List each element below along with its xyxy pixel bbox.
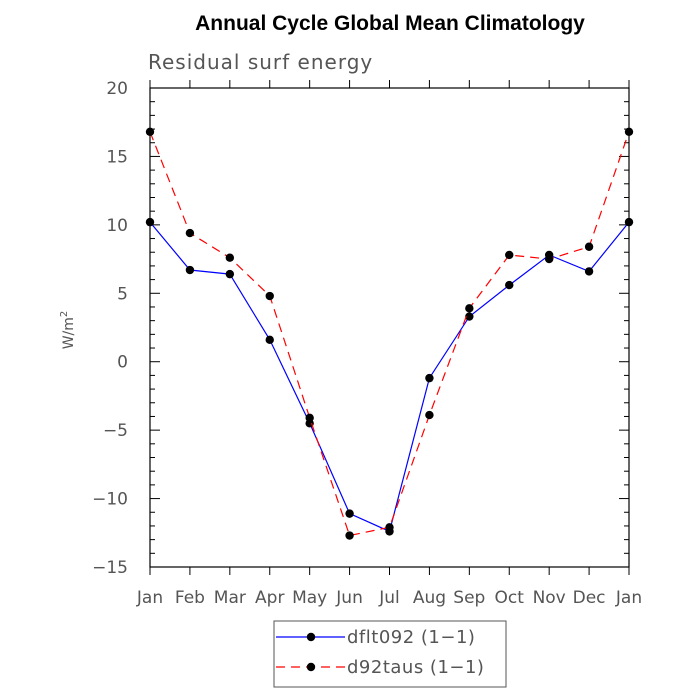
series-1-point: [584, 242, 594, 251]
x-tick-label: Dec: [573, 588, 606, 608]
series-1-point: [265, 291, 274, 301]
y-tick-label: 0: [117, 353, 128, 373]
series-1-point: [305, 413, 314, 423]
series-0-point: [425, 373, 434, 383]
x-tick-label: Sep: [453, 588, 485, 608]
series-1-point: [385, 523, 394, 532]
y-tick-label: 5: [117, 284, 128, 304]
x-tick-label: Jun: [335, 588, 363, 608]
series-1-point: [624, 127, 634, 136]
series-1-point: [185, 228, 195, 238]
plot-frame: [149, 87, 630, 568]
series-0-point: [345, 509, 354, 518]
legend-box: [273, 620, 507, 688]
series-0-point: [225, 269, 235, 279]
series-1-point: [544, 254, 554, 264]
series-0-point: [265, 335, 274, 345]
series-group: [145, 127, 634, 540]
series-1-point: [225, 253, 235, 262]
legend-label-dflt092: dflt092 (1−1): [347, 627, 475, 648]
axes: −15 −10 −5 0 5 10 15 20 Jan Feb Mar Apr May Jun Jul Aug…: [92, 79, 642, 608]
legend-label-d92taus: d92taus (1−1): [347, 657, 484, 678]
series-line-0: [149, 221, 630, 533]
chart-title: Annual Cycle Global Mean Climatology: [195, 12, 585, 35]
x-tick-label: Mar: [214, 588, 246, 608]
x-tick-label: Jan: [615, 588, 642, 608]
series-1-point: [145, 127, 155, 136]
series-1-point: [465, 304, 474, 313]
series-0-point: [465, 312, 474, 321]
series-0-point: [145, 217, 155, 227]
x-tick-label: Oct: [495, 588, 525, 608]
legend-marker-dflt092: [306, 632, 316, 642]
x-tick-label: Jul: [378, 588, 400, 608]
legend: dflt092 (1−1) d92taus (1−1): [273, 620, 507, 688]
x-tick-label: Jan: [136, 588, 163, 608]
y-tick-label: −5: [103, 421, 128, 441]
y-tick-label: 15: [106, 147, 128, 167]
legend-marker-d92taus: [306, 662, 316, 672]
y-axis-label-sup: 2: [59, 311, 70, 317]
chart-subtitle: Residual surf energy: [148, 50, 373, 74]
y-tick-label: −10: [92, 490, 128, 510]
y-tick-label: 10: [106, 216, 128, 236]
series-1-point: [425, 410, 434, 420]
series-0-point: [185, 265, 195, 275]
x-tick-label: Nov: [533, 588, 566, 608]
y-axis-label-unit: W/m: [61, 317, 77, 349]
x-tick-label: Apr: [255, 588, 284, 608]
series-0-point: [505, 280, 514, 290]
y-tick-label: −15: [92, 558, 128, 578]
x-tick-label: May: [292, 588, 327, 608]
x-tick-label: Feb: [175, 588, 205, 608]
x-tick-label: Aug: [413, 588, 446, 608]
series-0-point: [624, 217, 634, 227]
y-tick-label: 20: [106, 79, 128, 99]
y-axis-label: W/m2: [59, 311, 77, 350]
series-1-point: [505, 250, 514, 260]
series-line-1: [149, 131, 630, 537]
series-1-point: [345, 531, 354, 540]
series-0-point: [584, 267, 594, 276]
